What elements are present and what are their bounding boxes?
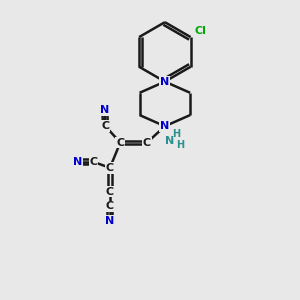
Text: H: H	[176, 140, 184, 150]
Text: N: N	[160, 76, 170, 87]
Text: C: C	[101, 121, 110, 131]
Text: C: C	[116, 138, 124, 148]
Text: C: C	[106, 187, 114, 196]
Text: Cl: Cl	[194, 26, 206, 35]
Text: N: N	[100, 105, 110, 115]
Text: C: C	[106, 163, 114, 173]
Text: N: N	[160, 121, 170, 131]
Text: N: N	[73, 157, 82, 167]
Text: H: H	[172, 129, 180, 139]
Text: C: C	[143, 138, 151, 148]
Text: N: N	[165, 136, 174, 146]
Text: N: N	[105, 216, 115, 226]
Text: C: C	[106, 202, 114, 212]
Text: C: C	[89, 157, 98, 167]
